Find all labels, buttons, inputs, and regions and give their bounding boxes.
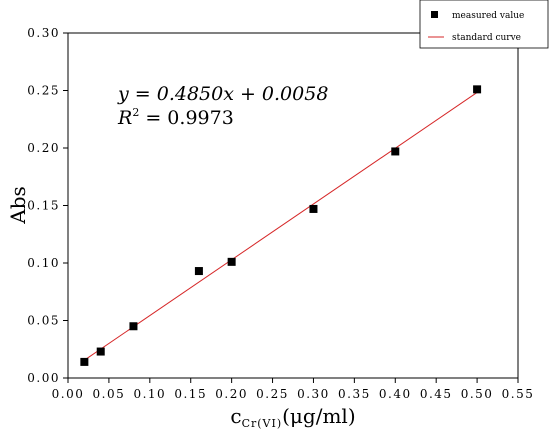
y-axis: 0.00 0.05 0.10 0.15 0.20 0.25 0.30: [27, 26, 68, 385]
x-tick-label: 0.15: [174, 387, 207, 401]
legend-marker-square: [431, 11, 438, 18]
x-tick-label: 0.35: [338, 387, 371, 401]
data-point: [309, 204, 318, 213]
legend-label-standard: standard curve: [452, 33, 521, 43]
y-tick-label: 0.00: [27, 371, 60, 385]
x-tick-label: 0.05: [93, 387, 126, 401]
data-point: [194, 267, 203, 276]
x-tick-label: 0.50: [461, 387, 494, 401]
x-tick-label: 0.45: [420, 387, 453, 401]
standard-curve: [84, 92, 478, 361]
data-point: [80, 357, 89, 366]
r-squared-value: = 0.9973: [139, 107, 233, 129]
legend-box: [419, 0, 549, 49]
x-tick-label: 0.00: [52, 387, 85, 401]
measured-points: [80, 85, 482, 366]
standard-curve-line: [84, 92, 478, 361]
y-tick-label: 0.20: [27, 141, 60, 155]
x-axis-title: cCr(VI)(μg/ml): [230, 404, 355, 430]
x-tick-label: 0.40: [379, 387, 412, 401]
y-tick-label: 0.25: [27, 84, 60, 98]
y-tick-label: 0.15: [27, 199, 60, 213]
data-point: [129, 322, 138, 331]
x-tick-label: 0.25: [256, 387, 289, 401]
r-squared: R2 = 0.9973: [117, 106, 234, 129]
r-squared-label: R: [117, 107, 132, 129]
x-axis: 0.00 0.05 0.10 0.15 0.20 0.25 0.30 0.35 0.40 0.45…: [52, 378, 535, 401]
x-axis-title-unit: (μg/ml): [282, 404, 356, 428]
regression-equation: y = 0.4850x + 0.0058: [117, 83, 328, 105]
x-axis-title-base: c: [230, 404, 241, 428]
y-tick-label: 0.30: [27, 26, 60, 40]
data-point: [96, 347, 105, 356]
y-axis-title: Abs: [6, 186, 30, 225]
y-tick-label: 0.10: [27, 256, 60, 270]
legend-label-measured: measured value: [452, 11, 524, 21]
data-point: [391, 147, 400, 156]
x-tick-label: 0.20: [215, 387, 248, 401]
r-squared-exponent: 2: [132, 106, 139, 119]
x-axis-title-subscript: Cr(VI): [242, 417, 283, 430]
data-point: [473, 85, 482, 94]
x-tick-label: 0.30: [297, 387, 330, 401]
x-tick-label: 0.55: [502, 387, 535, 401]
legend: measured value standard curve: [419, 0, 549, 49]
y-tick-label: 0.05: [27, 314, 60, 328]
x-tick-label: 0.10: [133, 387, 166, 401]
data-point: [227, 257, 236, 266]
